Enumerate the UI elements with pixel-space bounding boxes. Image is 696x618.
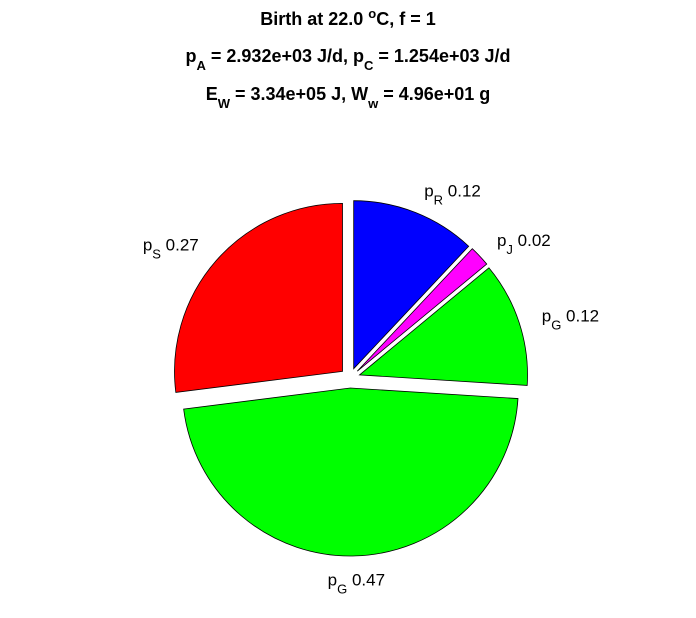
text-segment: = 2.932e+03 J/d, p [206,46,364,66]
text-segment: p [497,231,506,250]
slice-value: 0.12 [443,182,481,201]
text-segment: o [368,6,376,21]
text-segment: C [364,58,374,73]
chart-title-line: EW = 3.34e+05 J, Ww = 4.96e+01 g [206,84,491,111]
pie-slice [174,202,343,393]
pie-slice [358,267,528,386]
text-segment: S [152,246,161,261]
slice-label: pR 0.12 [424,182,481,208]
text-segment: p [186,46,197,66]
slice-value: 0.47 [347,571,385,590]
text-segment: G [551,317,561,332]
text-segment: w [367,96,379,111]
text-segment: = 1.254e+03 J/d [373,46,510,66]
slice-label: pS 0.27 [143,236,199,262]
slice-value: 0.27 [161,236,199,255]
text-segment: p [542,307,551,326]
slice-label: pG 0.47 [328,571,385,597]
text-segment: E [206,84,218,104]
slice-label: pG 0.12 [542,307,599,333]
pie-slice [183,387,519,557]
pie-slice [356,248,488,372]
text-segment: p [328,571,337,590]
text-segment: Birth at 22.0 [260,9,368,29]
chart-title-line: Birth at 22.0 oC, f = 1 [260,6,436,30]
text-segment: W [218,96,231,111]
chart-title-line: pA = 2.932e+03 J/d, pC = 1.254e+03 J/d [186,46,511,73]
text-segment: C, f = 1 [376,9,436,29]
text-segment: p [424,182,433,201]
pie-slice [353,200,470,370]
text-segment: = 4.96e+01 g [378,84,490,104]
slice-value: 0.12 [561,307,599,326]
text-segment: J [506,241,513,256]
text-segment: A [197,58,207,73]
text-segment: G [337,581,347,596]
text-segment: p [143,236,152,255]
text-segment: = 3.34e+05 J, W [230,84,368,104]
slice-value: 0.02 [513,231,551,250]
slice-label: pJ 0.02 [497,231,551,257]
text-segment: R [434,192,443,207]
